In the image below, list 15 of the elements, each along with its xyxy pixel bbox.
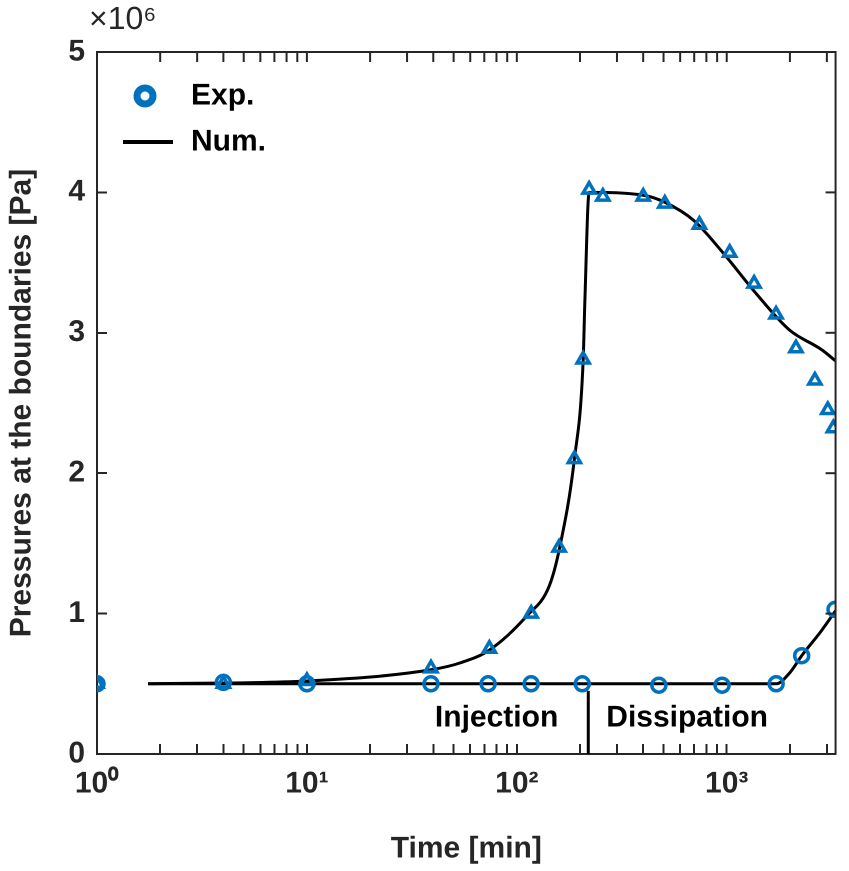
x-tick-label: 10² bbox=[495, 766, 539, 800]
legend-label: Exp. bbox=[191, 78, 254, 112]
x-tick-label: 10³ bbox=[705, 766, 748, 800]
x-tick-label: 10¹ bbox=[285, 766, 329, 800]
y-tick-label: 4 bbox=[68, 174, 86, 208]
text: ×10⁶ bbox=[89, 0, 156, 36]
y-tick-label: 3 bbox=[68, 315, 85, 348]
y-tick-label: 2 bbox=[68, 455, 85, 488]
y-axis-title: Pressures at the boundaries [Pa] bbox=[4, 168, 38, 638]
annotation: Injection bbox=[434, 700, 558, 734]
y-tick-label: 1 bbox=[68, 596, 85, 629]
x-axis-title: Time [min] bbox=[390, 831, 542, 864]
annotation: Dissipation bbox=[606, 700, 768, 734]
legend-label: Num. bbox=[191, 124, 266, 158]
y-tick-label: 5 bbox=[68, 34, 85, 68]
